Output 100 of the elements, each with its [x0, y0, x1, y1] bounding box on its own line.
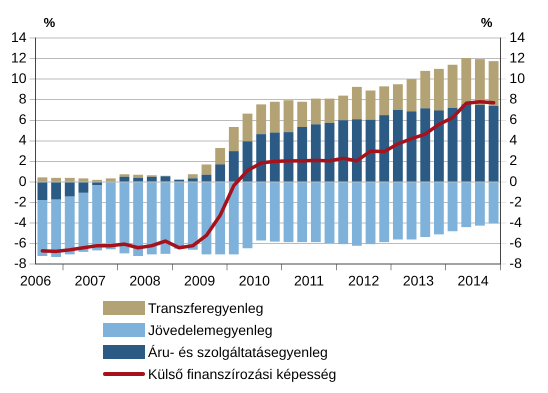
bar	[434, 182, 444, 234]
bar	[202, 164, 212, 175]
bar	[420, 108, 430, 182]
y-tick-label: 12	[10, 49, 27, 66]
bar	[366, 182, 376, 244]
bar	[270, 102, 280, 133]
bar	[256, 134, 266, 182]
bar	[133, 174, 144, 178]
bar	[338, 96, 348, 120]
bar	[160, 182, 170, 254]
bar	[461, 104, 472, 182]
bar	[284, 100, 294, 132]
y2-tick-label: -4	[509, 214, 522, 230]
bar	[78, 182, 88, 193]
bar	[64, 196, 75, 254]
bar	[284, 132, 294, 182]
y-tick-label: 8	[18, 90, 27, 107]
bar	[51, 182, 62, 200]
bar	[392, 110, 403, 182]
bar	[448, 64, 458, 108]
bar	[448, 182, 458, 232]
bar	[51, 199, 62, 258]
bar	[297, 102, 308, 127]
bar	[120, 176, 130, 182]
bar	[106, 178, 116, 182]
bar	[406, 182, 416, 240]
bar	[406, 79, 416, 112]
bar	[160, 176, 170, 182]
bar	[324, 182, 334, 244]
y-tick-label: 10	[10, 70, 27, 86]
bar	[228, 151, 239, 182]
bar	[475, 59, 485, 105]
bar	[352, 182, 362, 246]
bar	[146, 176, 157, 182]
bar	[270, 132, 280, 182]
y2-axis-title: %	[480, 15, 493, 30]
bar	[78, 192, 88, 252]
bar	[202, 174, 212, 182]
y2-tick-label: 12	[509, 49, 526, 66]
bar	[488, 61, 499, 106]
bar	[188, 182, 198, 250]
bar	[270, 182, 280, 242]
y2-tick-label: 4	[509, 132, 518, 148]
x-tick-label: 2009	[184, 272, 216, 288]
bar	[120, 174, 130, 177]
bar	[242, 182, 252, 248]
y2-tick-label: -8	[509, 255, 522, 272]
y2-tick-label: 8	[509, 90, 518, 107]
y2-tick-label: 14	[509, 28, 526, 45]
legend-label: Jövedelemegyenleg	[148, 321, 273, 340]
bar	[92, 185, 102, 250]
y2-tick-label: 0	[509, 172, 518, 189]
bar	[366, 120, 376, 182]
x-tick-label: 2007	[74, 272, 106, 288]
bar	[174, 182, 184, 249]
bar	[78, 178, 88, 182]
y-tick-label: -6	[14, 234, 27, 250]
bar	[64, 182, 75, 196]
x-tick-label: 2014	[458, 272, 489, 288]
y-tick-label: 4	[18, 132, 27, 148]
bar	[420, 70, 430, 108]
bar	[379, 115, 390, 182]
bar	[488, 106, 499, 182]
bar	[338, 182, 348, 244]
y-tick-label: -8	[14, 255, 27, 272]
bar	[188, 178, 198, 182]
bar	[133, 178, 144, 182]
bar	[188, 174, 198, 178]
bar	[37, 182, 48, 200]
legend-label: Külső finanszírozási képesség	[148, 365, 336, 384]
bar	[133, 182, 144, 256]
bar	[215, 148, 226, 164]
bar	[475, 182, 485, 226]
x-tick-label: 2012	[348, 272, 380, 288]
bar	[310, 124, 321, 182]
bar	[310, 182, 321, 242]
y-tick-label: -4	[14, 214, 27, 230]
bar	[420, 182, 430, 237]
y2-tick-label: -6	[509, 234, 522, 250]
bar	[37, 177, 48, 182]
bar	[366, 90, 376, 120]
bar	[352, 119, 362, 182]
bar	[324, 122, 334, 182]
x-tick-label: 2010	[238, 272, 270, 288]
y2-tick-label: -2	[509, 193, 522, 210]
legend-label: Transzferegyenleg	[148, 299, 264, 318]
bar	[448, 108, 458, 182]
bar	[297, 182, 308, 242]
y-tick-label: 14	[10, 28, 27, 45]
bar	[434, 110, 444, 182]
bar	[92, 182, 102, 186]
bar	[215, 164, 226, 182]
bar	[379, 86, 390, 116]
y2-tick-label: 10	[509, 70, 526, 86]
x-tick-label: 2006	[20, 272, 52, 288]
bar	[256, 104, 266, 134]
bar	[338, 120, 348, 182]
bar	[242, 114, 252, 142]
bar	[120, 182, 130, 254]
bar	[310, 98, 321, 124]
